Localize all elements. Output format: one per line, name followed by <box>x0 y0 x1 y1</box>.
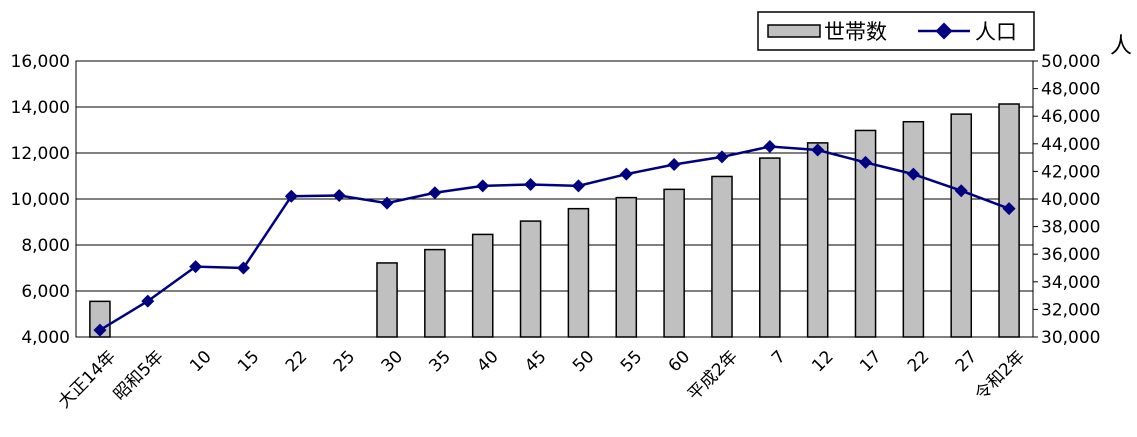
x-tick-label: 大正14年 <box>54 347 120 413</box>
population-line <box>99 145 1010 332</box>
right-tick-label: 32,000 <box>1041 300 1100 320</box>
x-tick-label: 17 <box>856 347 885 376</box>
point-marker <box>619 167 633 181</box>
x-tick-label: 令和2年 <box>971 347 1029 405</box>
point-marker <box>428 186 442 200</box>
point-marker <box>571 179 585 193</box>
right-tick-label: 42,000 <box>1041 162 1100 182</box>
x-tick-label: 22 <box>904 347 933 376</box>
left-tick-label: 6,000 <box>21 282 70 302</box>
x-tick-label: 35 <box>425 347 454 376</box>
point-marker <box>380 196 394 210</box>
point-marker <box>954 184 968 198</box>
point-marker <box>811 143 825 157</box>
x-tick-label: 15 <box>234 347 263 376</box>
x-tick-label: 12 <box>808 347 837 376</box>
x-tick-label: 30 <box>378 347 407 376</box>
right-tick-label: 38,000 <box>1041 218 1100 238</box>
point-marker <box>906 167 920 181</box>
bar <box>711 175 733 338</box>
point-marker <box>189 260 203 274</box>
bar <box>471 233 494 338</box>
x-tick-label: 45 <box>521 347 550 376</box>
bar <box>615 196 638 338</box>
point-marker <box>763 140 777 154</box>
right-tick-label: 48,000 <box>1041 80 1100 100</box>
right-tick-label: 40,000 <box>1041 190 1100 210</box>
point-marker <box>93 323 107 337</box>
point-marker <box>715 150 729 164</box>
x-tick-label: 10 <box>186 347 215 376</box>
bar <box>567 207 590 338</box>
right-tick-label: 30,000 <box>1041 328 1100 348</box>
legend-bar-swatch <box>767 24 821 38</box>
x-tick-label: 60 <box>665 347 694 376</box>
bar <box>950 113 973 338</box>
x-tick-label: 50 <box>569 347 598 376</box>
bar <box>424 248 446 338</box>
point-marker <box>476 179 490 193</box>
right-axis-unit-label: 人 <box>1110 34 1132 59</box>
x-tick-label: 平成2年 <box>684 347 742 405</box>
legend-line-marker <box>935 22 953 40</box>
point-marker <box>332 189 346 203</box>
left-tick-label: 12,000 <box>11 144 70 164</box>
line-series-population <box>93 140 1016 337</box>
legend: 世帯数 人口 <box>757 11 1035 51</box>
bar <box>376 262 398 338</box>
bar <box>998 103 1020 338</box>
bar <box>759 157 781 338</box>
bar <box>902 120 925 338</box>
point-marker <box>141 294 155 308</box>
right-tick-label: 34,000 <box>1041 273 1100 293</box>
x-tick-label: 55 <box>617 347 646 376</box>
bar <box>663 188 685 338</box>
legend-label-population: 人口 <box>975 20 1017 44</box>
left-tick-label: 14,000 <box>11 98 70 118</box>
x-tick-label: 27 <box>952 347 981 376</box>
left-tick-label: 16,000 <box>11 52 70 72</box>
right-tick-label: 46,000 <box>1041 107 1100 127</box>
point-marker <box>1002 202 1016 216</box>
point-marker <box>859 155 873 169</box>
left-axis-ticks: 4,000 6,000 8,000 10,000 12,000 14,000 16,000 <box>11 52 70 348</box>
legend-label-households: 世帯数 <box>824 20 887 44</box>
bar <box>806 142 829 338</box>
x-tick-label: 7 <box>768 347 790 369</box>
point-marker <box>524 178 538 192</box>
right-axis-ticks: 30,000 32,000 34,000 36,000 38,000 40,000 42,0… <box>1033 52 1100 348</box>
x-tick-label: 25 <box>330 347 359 376</box>
right-tick-label: 50,000 <box>1041 52 1100 72</box>
left-tick-label: 8,000 <box>21 236 70 256</box>
left-tick-label: 4,000 <box>21 328 70 348</box>
point-marker <box>284 189 298 203</box>
right-tick-label: 36,000 <box>1041 245 1100 265</box>
x-tick-label: 40 <box>473 347 502 376</box>
bar <box>519 220 542 338</box>
gridlines <box>76 60 1033 338</box>
point-marker <box>236 261 250 275</box>
right-tick-label: 44,000 <box>1041 135 1100 155</box>
x-tick-label: 昭和5年 <box>110 347 168 405</box>
left-tick-label: 10,000 <box>11 190 70 210</box>
x-tick-label: 22 <box>282 347 311 376</box>
point-marker <box>667 158 681 171</box>
bar-series-households <box>89 103 1020 338</box>
